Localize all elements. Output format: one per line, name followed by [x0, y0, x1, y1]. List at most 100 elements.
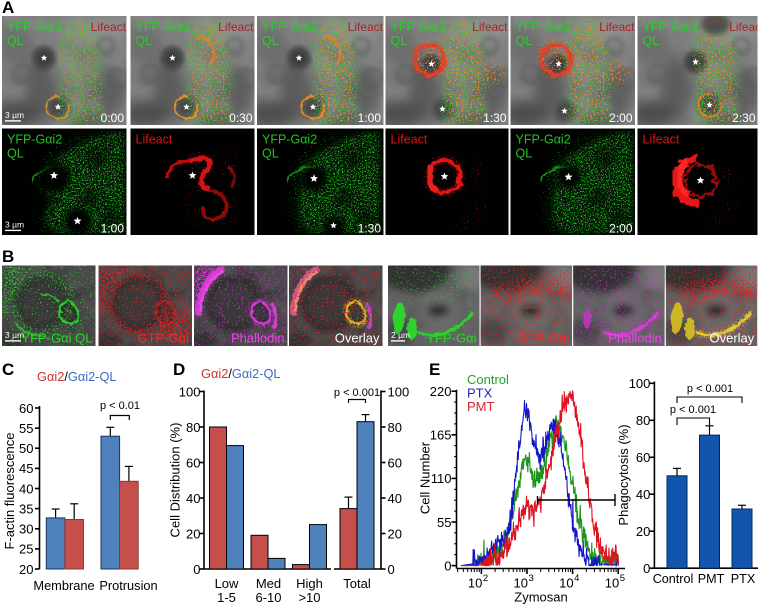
svg-text:YFP-Gαi2: YFP-Gαi2 [7, 20, 62, 34]
svg-text:2:00: 2:00 [609, 111, 633, 125]
svg-text:Control: Control [467, 372, 509, 387]
svg-text:2 µm: 2 µm [391, 330, 410, 340]
svg-text:QL: QL [516, 147, 533, 161]
svg-text:Phagocytosis (%): Phagocytosis (%) [616, 424, 631, 525]
svg-text:QL: QL [262, 147, 279, 161]
svg-text:50: 50 [19, 441, 33, 456]
svg-text:Phallodin: Phallodin [231, 331, 285, 346]
svg-text:2:30: 2:30 [732, 111, 756, 125]
svg-text:Membrane: Membrane [33, 578, 94, 593]
svg-text:Lifeact: Lifeact [729, 20, 760, 34]
svg-text:Cell Distribution (%): Cell Distribution (%) [168, 423, 183, 538]
svg-text:40: 40 [388, 491, 402, 506]
svg-text:60: 60 [186, 455, 200, 470]
svg-text:GTP-Gαi: GTP-Gαi [137, 331, 189, 346]
svg-text:QL: QL [7, 34, 24, 48]
svg-text:GTP-Gαi: GTP-Gαi [518, 331, 570, 346]
svg-text:Med: Med [256, 576, 281, 591]
svg-text:Lifeact: Lifeact [599, 20, 635, 34]
svg-text:6-10: 6-10 [255, 590, 281, 605]
svg-text:QL: QL [136, 34, 153, 48]
svg-text:80: 80 [636, 413, 650, 428]
svg-text:1:00: 1:00 [101, 222, 125, 236]
svg-text:p < 0.001: p < 0.001 [334, 387, 380, 399]
svg-text:0:00: 0:00 [101, 111, 125, 125]
svg-text:D: D [173, 360, 185, 379]
svg-text:C: C [2, 360, 14, 379]
svg-text:55: 55 [19, 421, 33, 436]
svg-text:High: High [296, 576, 323, 591]
svg-text:Lifeact: Lifeact [348, 20, 384, 34]
svg-text:1:00: 1:00 [358, 111, 382, 125]
svg-text:Overlay: Overlay [335, 331, 380, 346]
svg-text:YFP-Gαi2: YFP-Gαi2 [136, 20, 191, 34]
svg-text:YFP-Gαi QL: YFP-Gαi QL [21, 331, 92, 346]
svg-text:20: 20 [388, 526, 402, 541]
svg-text:F-actin fluorescence: F-actin fluorescence [2, 432, 17, 549]
svg-text:60: 60 [388, 455, 402, 470]
svg-text:PTX: PTX [467, 386, 493, 401]
svg-text:PTX: PTX [731, 572, 756, 586]
svg-text:20: 20 [19, 562, 33, 577]
svg-text:40: 40 [186, 491, 200, 506]
svg-text:3 µm: 3 µm [5, 330, 24, 340]
svg-text:10: 10 [605, 576, 619, 591]
svg-text:4: 4 [574, 573, 579, 584]
svg-text:1:30: 1:30 [358, 222, 382, 236]
svg-text:YFP-Gαi: YFP-Gαi [426, 331, 476, 346]
svg-text:Control: Control [653, 572, 694, 586]
svg-text:Lifeact: Lifeact [136, 133, 173, 147]
svg-text:Gαi2/Gαi2-QL: Gαi2/Gαi2-QL [37, 369, 117, 384]
svg-text:3: 3 [529, 573, 534, 584]
svg-text:1:30: 1:30 [483, 111, 507, 125]
svg-text:Protrusion: Protrusion [99, 578, 157, 593]
svg-text:10: 10 [559, 576, 573, 591]
svg-text:QL: QL [262, 34, 279, 48]
svg-text:E: E [429, 360, 440, 379]
svg-text:100: 100 [179, 384, 201, 399]
svg-text:Cell Number: Cell Number [418, 441, 433, 514]
svg-text:Lifeact: Lifeact [91, 20, 127, 34]
svg-text:80: 80 [388, 420, 402, 435]
svg-text:PMT: PMT [467, 399, 495, 414]
svg-text:QL: QL [7, 147, 24, 161]
svg-text:PMT: PMT [698, 572, 725, 586]
svg-text:p < 0.01: p < 0.01 [100, 400, 140, 412]
svg-text:>10: >10 [298, 590, 320, 605]
svg-text:100: 100 [388, 384, 410, 399]
svg-text:YFP-Gαi2: YFP-Gαi2 [391, 20, 446, 34]
svg-text:Gαi2/Gαi2-QL: Gαi2/Gαi2-QL [201, 366, 281, 381]
svg-text:YFP-Gαi2: YFP-Gαi2 [262, 133, 317, 147]
svg-text:60: 60 [636, 450, 650, 465]
svg-text:Total: Total [343, 576, 371, 591]
svg-text:100: 100 [629, 376, 651, 391]
svg-text:10: 10 [468, 576, 482, 591]
svg-text:30: 30 [19, 522, 33, 537]
svg-text:A: A [2, 0, 14, 17]
svg-text:Low: Low [215, 576, 239, 591]
svg-text:20: 20 [186, 526, 200, 541]
svg-text:QL: QL [391, 34, 408, 48]
svg-text:0: 0 [444, 558, 451, 573]
svg-text:20: 20 [636, 524, 650, 539]
svg-text:2: 2 [483, 573, 488, 584]
svg-text:Zymosan: Zymosan [514, 590, 567, 605]
svg-text:B: B [2, 247, 14, 266]
svg-text:YFP-Gαi2: YFP-Gαi2 [516, 133, 571, 147]
svg-text:60: 60 [19, 401, 33, 416]
svg-text:220: 220 [430, 384, 452, 399]
svg-text:80: 80 [186, 420, 200, 435]
svg-text:0: 0 [193, 562, 200, 577]
svg-text:QL: QL [643, 34, 660, 48]
svg-text:40: 40 [636, 487, 650, 502]
svg-text:25: 25 [19, 542, 33, 557]
svg-text:110: 110 [431, 471, 452, 486]
svg-text:Lifeact: Lifeact [391, 133, 428, 147]
svg-text:p < 0.001: p < 0.001 [670, 404, 716, 416]
svg-text:55: 55 [437, 515, 451, 530]
svg-text:5: 5 [620, 573, 625, 584]
svg-text:2:00: 2:00 [609, 222, 633, 236]
svg-text:QL: QL [516, 34, 533, 48]
svg-text:YFP-Gαi2: YFP-Gαi2 [7, 133, 62, 147]
svg-text:10: 10 [514, 576, 528, 591]
